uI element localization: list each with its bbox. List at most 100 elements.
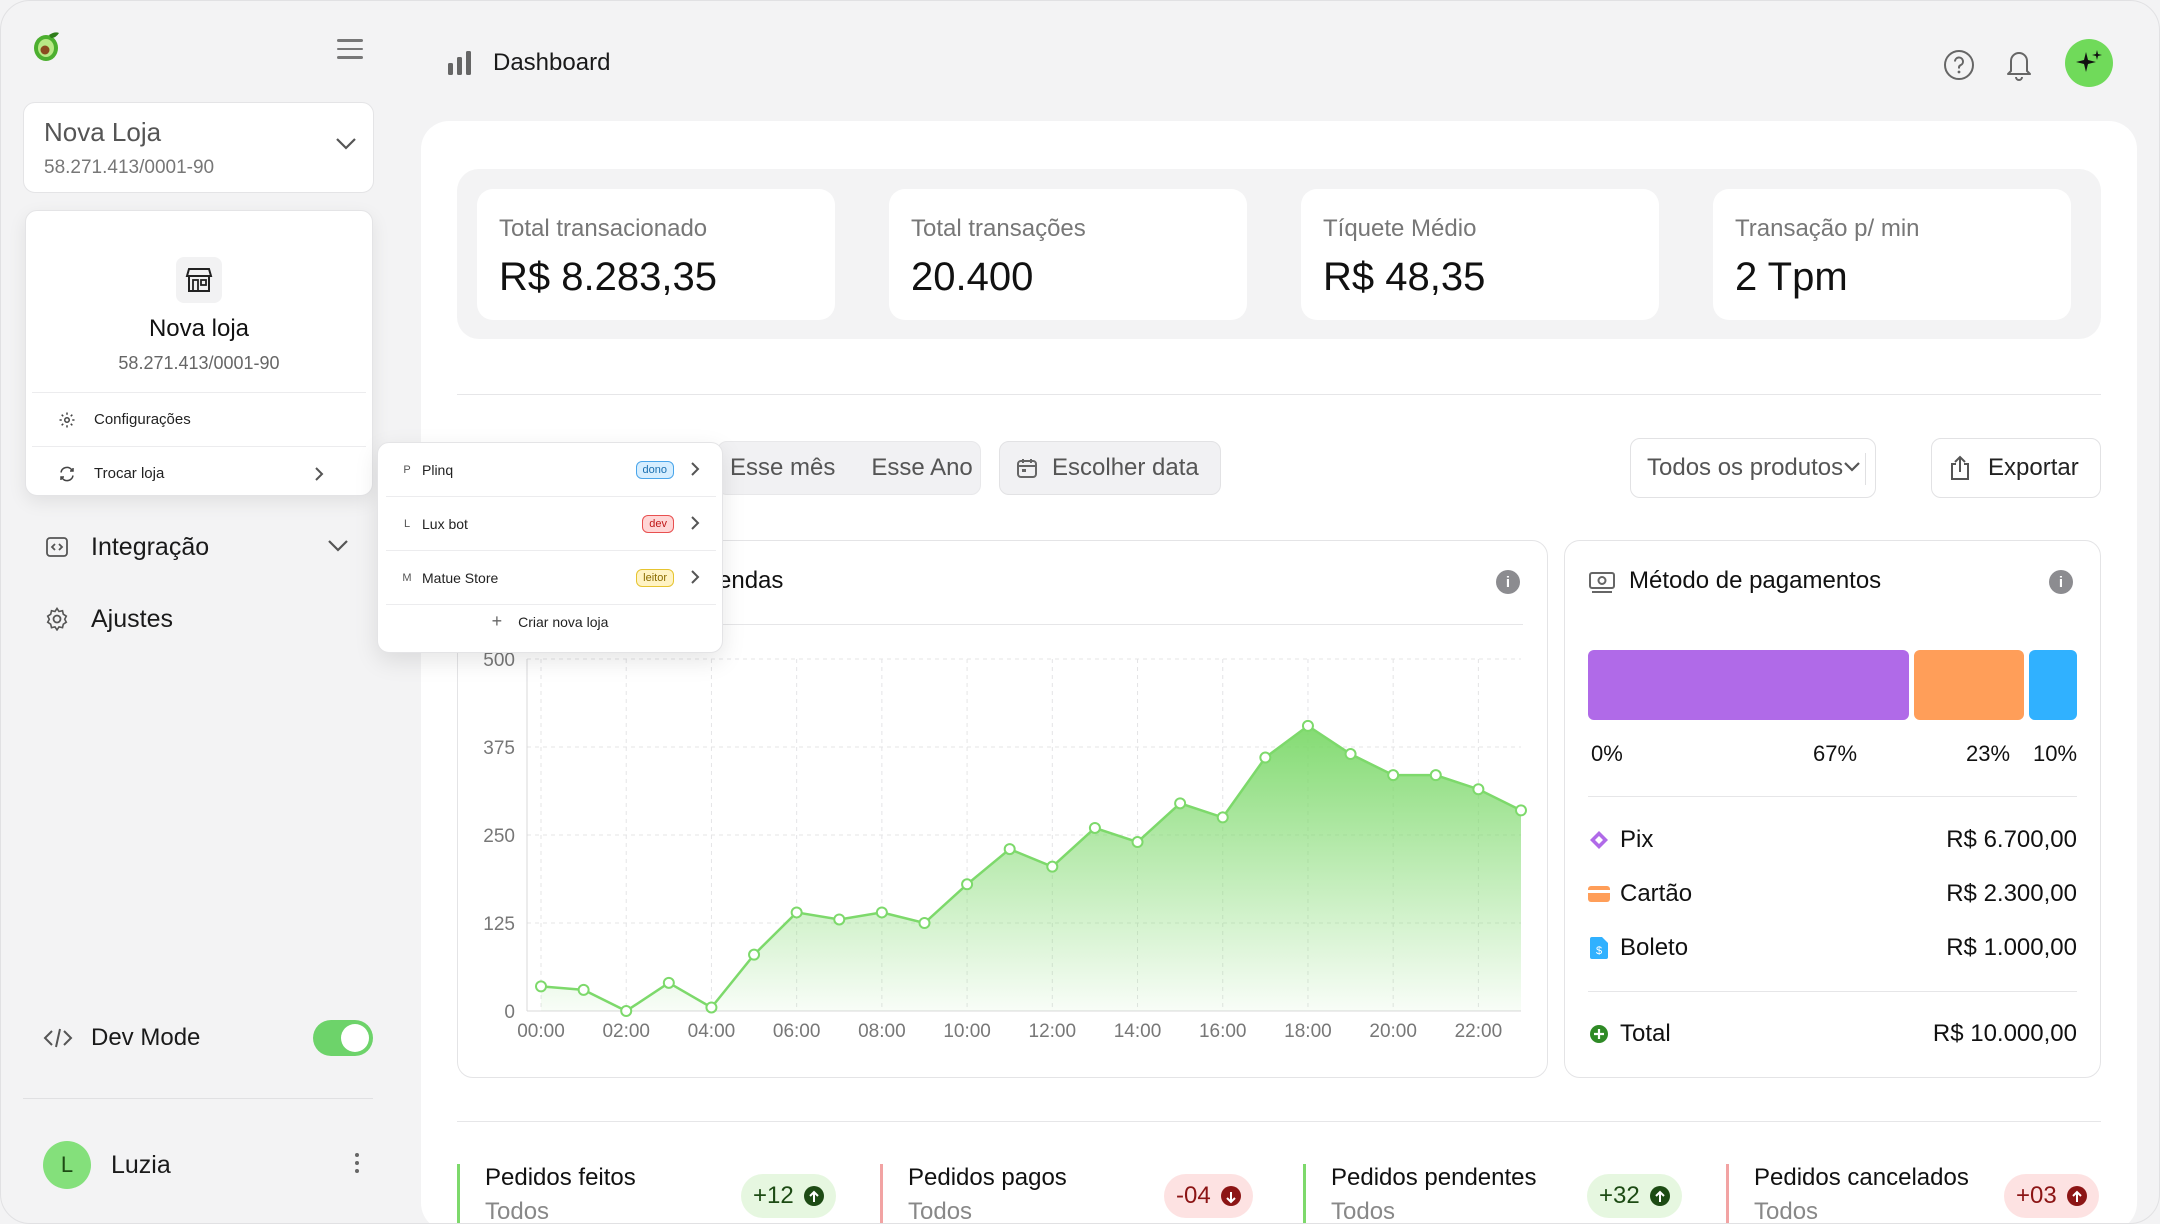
sales-area-chart: 0 125 250 375 500 00:00 02:00 04:00 06:00 08:00 10… bbox=[483, 650, 1527, 1042]
order-sub: Todos bbox=[1331, 1198, 1396, 1224]
y-tick-label: 125 bbox=[483, 914, 515, 935]
divider bbox=[457, 394, 2101, 395]
gear-icon bbox=[46, 607, 68, 631]
menu-icon[interactable] bbox=[337, 39, 363, 61]
chevron-down-icon bbox=[336, 138, 356, 150]
sidebar-item-ajustes[interactable]: Ajustes bbox=[45, 599, 173, 639]
boleto-icon: $ bbox=[1588, 937, 1610, 959]
sidebar-item-integracao[interactable]: Integração bbox=[45, 527, 348, 567]
store-name: Plinq bbox=[422, 461, 454, 478]
percent-label: 10% bbox=[2033, 741, 2078, 766]
chevron-right-icon bbox=[691, 516, 700, 530]
orders-paid-card: Pedidos pagos Todos -04 bbox=[880, 1164, 1276, 1223]
data-point bbox=[1216, 811, 1229, 824]
order-sub: Todos bbox=[1754, 1198, 1819, 1224]
y-tick-label: 500 bbox=[483, 650, 515, 671]
plus-circle-icon bbox=[1588, 1024, 1610, 1044]
chevron-right-icon bbox=[315, 467, 324, 481]
page-title: Dashboard bbox=[493, 49, 611, 76]
trend-badge: +12 bbox=[741, 1174, 836, 1218]
x-tick-label: 00:00 bbox=[517, 1021, 565, 1042]
more-options-icon[interactable] bbox=[355, 1153, 361, 1177]
calendar-icon bbox=[1017, 459, 1037, 478]
export-label: Exportar bbox=[1988, 454, 2079, 481]
create-store-button[interactable]: + Criar nova loja bbox=[378, 611, 722, 632]
orders-pending-card: Pedidos pendentes Todos +32 bbox=[1303, 1164, 1699, 1224]
dev-mode-row: Dev Mode bbox=[43, 1018, 373, 1058]
bell-icon[interactable] bbox=[2003, 47, 2035, 81]
total-amount: R$ 10.000,00 bbox=[1932, 1020, 2077, 1047]
kpi-value: R$ 48,35 bbox=[1323, 255, 1486, 299]
choose-date-label: Escolher data bbox=[1052, 454, 1199, 481]
chevron-right-icon bbox=[691, 570, 700, 584]
store-select[interactable]: Nova Loja 58.271.413/0001-90 bbox=[23, 102, 374, 193]
payment-method-amount: R$ 2.300,00 bbox=[1946, 880, 2077, 907]
trend-badge: -04 bbox=[1164, 1174, 1253, 1218]
arrow-down-icon bbox=[1220, 1186, 1241, 1206]
bar-chart-icon bbox=[448, 51, 471, 75]
payment-row-boleto: $ Boleto R$ 1.000,00 bbox=[1588, 931, 2077, 965]
user-name: Luzia bbox=[111, 1150, 171, 1179]
data-point bbox=[1472, 783, 1485, 796]
order-sub: Todos bbox=[485, 1198, 550, 1224]
ai-assistant-button[interactable] bbox=[2065, 39, 2113, 87]
x-tick-label: 20:00 bbox=[1369, 1021, 1417, 1042]
store-option-lux-bot[interactable]: L Lux bot dev bbox=[386, 497, 716, 551]
store-initial: M bbox=[402, 571, 412, 584]
store-option-matue-store[interactable]: M Matue Store leitor bbox=[386, 551, 716, 605]
refresh-icon bbox=[60, 466, 74, 481]
sales-chart-title: endas bbox=[718, 567, 784, 594]
store-name: Lux bot bbox=[422, 515, 468, 532]
kpi-row: Total transacionado R$ 8.283,35 Total tra… bbox=[457, 169, 2101, 339]
store-option-plinq[interactable]: P Plinq dono bbox=[386, 443, 716, 497]
series-line bbox=[540, 724, 1522, 1013]
kpi-card: Tíquete Médio R$ 48,35 bbox=[1301, 189, 1659, 320]
trend-badge: +32 bbox=[1587, 1174, 1682, 1218]
segment-this-year[interactable]: Esse Ano bbox=[871, 454, 973, 481]
dev-mode-label: Dev Mode bbox=[91, 1024, 201, 1051]
trend-value: -04 bbox=[1176, 1182, 1211, 1209]
payment-method-label: Cartão bbox=[1620, 880, 1693, 907]
money-icon bbox=[1589, 572, 1615, 593]
store-card-title: Nova loja bbox=[148, 315, 250, 342]
switch-store-label: Trocar loja bbox=[94, 465, 165, 482]
avocado-logo[interactable] bbox=[29, 29, 65, 65]
choose-date-button[interactable]: Escolher data bbox=[999, 441, 1221, 495]
order-label: Pedidos pendentes bbox=[1331, 1164, 1537, 1191]
sidebar-item-label: Integração bbox=[91, 532, 210, 561]
data-point bbox=[1088, 821, 1101, 834]
sidebar-item-label: Ajustes bbox=[91, 604, 173, 633]
export-button[interactable]: Exportar bbox=[1931, 438, 2101, 498]
data-point bbox=[1515, 804, 1527, 817]
percent-label: 0% bbox=[1591, 741, 1623, 766]
divider bbox=[23, 1098, 373, 1099]
segment-this-month[interactable]: Esse mês bbox=[730, 454, 836, 481]
settings-menu-item[interactable]: Configurações bbox=[32, 392, 366, 446]
avatar: L bbox=[43, 1141, 91, 1189]
data-point bbox=[790, 906, 803, 919]
product-select-value: Todos os produtos bbox=[1647, 454, 1844, 481]
divider bbox=[1588, 796, 2077, 797]
info-icon[interactable]: i bbox=[2049, 570, 2073, 594]
info-icon[interactable]: i bbox=[1496, 570, 1520, 594]
y-tick-label: 250 bbox=[483, 826, 515, 847]
help-icon[interactable] bbox=[1943, 49, 1975, 81]
percent-label: 23% bbox=[1966, 741, 2011, 766]
dev-mode-toggle[interactable] bbox=[313, 1020, 373, 1056]
role-badge: leitor bbox=[636, 568, 674, 587]
user-profile[interactable]: L Luzia bbox=[43, 1141, 373, 1189]
arrow-up-icon bbox=[803, 1186, 824, 1206]
switch-store-menu-item[interactable]: Trocar loja bbox=[32, 446, 366, 500]
chevron-right-icon bbox=[691, 462, 700, 476]
payment-total-row: Total R$ 10.000,00 bbox=[1588, 1017, 2077, 1051]
data-point bbox=[961, 878, 974, 891]
orders-cancelled-card: Pedidos cancelados Todos +03 bbox=[1726, 1164, 2122, 1224]
store-dropdown-card: Nova loja 58.271.413/0001-90 Configuraçõ… bbox=[25, 210, 373, 496]
trend-value: +03 bbox=[2016, 1182, 2057, 1209]
x-tick-label: 08:00 bbox=[858, 1021, 906, 1042]
product-select[interactable]: Todos os produtos bbox=[1630, 438, 1876, 498]
create-store-label: Criar nova loja bbox=[518, 614, 609, 630]
period-segmented-control: Esse mês Esse Ano bbox=[717, 441, 981, 495]
share-icon bbox=[1951, 455, 1969, 480]
